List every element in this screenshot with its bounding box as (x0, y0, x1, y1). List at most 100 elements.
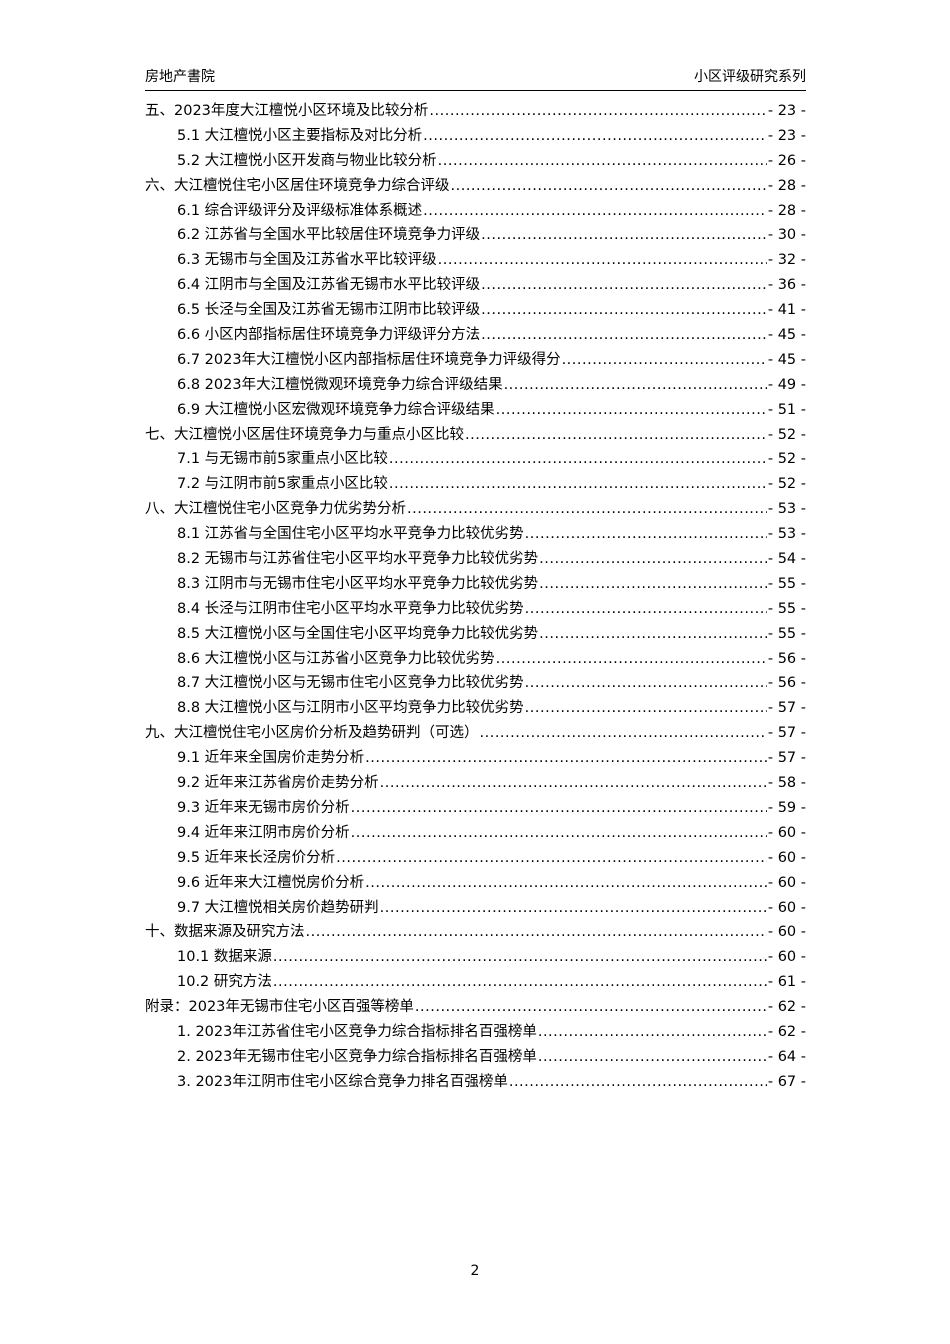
toc-entry[interactable]: 6.7 2023年大江檀悦小区内部指标居住环境竞争力评级得分 - 45 - (145, 348, 806, 373)
toc-entry[interactable]: 6.5 长泾与全国及江苏省无锡市江阴市比较评级 - 41 - (145, 298, 806, 323)
toc-entry[interactable]: 8.3 江阴市与无锡市住宅小区平均水平竞争力比较优劣势 - 55 - (145, 572, 806, 597)
toc-entry-page: - 45 - (767, 327, 806, 344)
toc-entry-title: 9.4 近年来江阴市房价分析 (177, 824, 350, 841)
dot-leader (562, 348, 767, 373)
toc-entry-page: - 52 - (767, 451, 806, 468)
toc-entry-title: 8.3 江阴市与无锡市住宅小区平均水平竞争力比较优劣势 (177, 575, 539, 592)
toc-entry[interactable]: 五、2023年度大江檀悦小区环境及比较分析 - 23 - (145, 99, 806, 124)
toc-entry-title: 七、大江檀悦小区居住环境竞争力与重点小区比较 (145, 426, 464, 443)
toc-entry-title: 6.8 2023年大江檀悦微观环境竞争力综合评级结果 (177, 376, 503, 393)
dot-leader (525, 696, 767, 721)
dot-leader (306, 920, 767, 945)
toc-entry-page: - 36 - (767, 277, 806, 294)
toc-entry[interactable]: 八、大江檀悦住宅小区竞争力优劣势分析 - 53 - (145, 497, 806, 522)
toc-entry-page: - 23 - (767, 103, 806, 119)
dot-leader (525, 671, 767, 696)
toc-entry-title: 六、大江檀悦住宅小区居住环境竞争力综合评级 (145, 177, 450, 194)
dot-leader (481, 223, 767, 248)
toc-entry[interactable]: 9.7 大江檀悦相关房价趋势研判 - 60 - (145, 896, 806, 921)
dot-leader (273, 970, 767, 995)
toc-entry-page: - 49 - (767, 376, 806, 393)
toc-entry-page: - 55 - (767, 575, 806, 592)
toc-entry[interactable]: 5.2 大江檀悦小区开发商与物业比较分析 - 26 - (145, 149, 806, 174)
header-left: 房地产書院 (145, 69, 215, 85)
toc-entry[interactable]: 七、大江檀悦小区居住环境竞争力与重点小区比较 - 52 - (145, 423, 806, 448)
toc-entry[interactable]: 8.7 大江檀悦小区与无锡市住宅小区竞争力比较优劣势 - 56 - (145, 671, 806, 696)
toc-entry-title: 9.7 大江檀悦相关房价趋势研判 (177, 899, 379, 916)
toc-entry-title: 十、数据来源及研究方法 (145, 924, 305, 941)
dot-leader (496, 398, 767, 423)
toc-entry-page: - 64 - (767, 1048, 806, 1065)
toc-entry[interactable]: 7.1 与无锡市前5家重点小区比较 - 52 - (145, 447, 806, 472)
toc-entry-title: 6.5 长泾与全国及江苏省无锡市江阴市比较评级 (177, 302, 481, 319)
dot-leader (538, 1020, 767, 1045)
toc-entry-title: 5.2 大江檀悦小区开发商与物业比较分析 (177, 152, 437, 169)
toc-entry-title: 1. 2023年江苏省住宅小区竞争力综合指标排名百强榜单 (177, 1023, 537, 1040)
toc-entry-page: - 60 - (767, 924, 806, 941)
dot-leader (525, 597, 767, 622)
toc-entry-page: - 58 - (767, 775, 806, 792)
toc-entry[interactable]: 3. 2023年江阴市住宅小区综合竞争力排名百强榜单 - 67 - (145, 1070, 806, 1095)
toc-entry[interactable]: 9.2 近年来江苏省房价走势分析 - 58 - (145, 771, 806, 796)
toc-entry-page: - 45 - (767, 351, 806, 368)
toc-entry-title: 6.4 江阴市与全国及江苏省无锡市水平比较评级 (177, 277, 481, 294)
toc-entry[interactable]: 九、大江檀悦住宅小区房价分析及趋势研判（可选） - 57 - (145, 721, 806, 746)
dot-leader (380, 896, 767, 921)
toc-entry[interactable]: 1. 2023年江苏省住宅小区竞争力综合指标排名百强榜单 - 62 - (145, 1020, 806, 1045)
dot-leader (539, 572, 767, 597)
toc-entry[interactable]: 6.2 江苏省与全国水平比较居住环境竞争力评级 - 30 - (145, 223, 806, 248)
toc-entry[interactable]: 十、数据来源及研究方法 - 60 - (145, 920, 806, 945)
toc-entry-title: 2. 2023年无锡市住宅小区竞争力综合指标排名百强榜单 (177, 1048, 537, 1065)
toc-entry[interactable]: 9.3 近年来无锡市房价分析 - 59 - (145, 796, 806, 821)
toc-entry-page: - 52 - (767, 476, 806, 493)
toc-entry[interactable]: 6.3 无锡市与全国及江苏省水平比较评级 - 32 - (145, 248, 806, 273)
dot-leader (538, 1045, 767, 1070)
toc-entry-page: - 28 - (767, 202, 806, 219)
dot-leader (351, 796, 767, 821)
toc-entry[interactable]: 8.6 大江檀悦小区与江苏省小区竞争力比较优劣势 - 56 - (145, 647, 806, 672)
toc-entry-title: 8.1 江苏省与全国住宅小区平均水平竞争力比较优劣势 (177, 526, 524, 543)
toc-entry-page: - 55 - (767, 600, 806, 617)
toc-entry-title: 9.3 近年来无锡市房价分析 (177, 799, 350, 816)
toc-entry[interactable]: 9.5 近年来长泾房价分析 - 60 - (145, 846, 806, 871)
toc-entry-title: 6.7 2023年大江檀悦小区内部指标居住环境竞争力评级得分 (177, 351, 561, 368)
toc-entry[interactable]: 9.4 近年来江阴市房价分析 - 60 - (145, 821, 806, 846)
toc-entry[interactable]: 8.5 大江檀悦小区与全国住宅小区平均竞争力比较优劣势 - 55 - (145, 622, 806, 647)
toc-entry-page: - 28 - (767, 177, 806, 194)
toc-entry-page: - 60 - (767, 899, 806, 916)
toc-entry-page: - 30 - (767, 227, 806, 244)
toc-entry[interactable]: 2. 2023年无锡市住宅小区竞争力综合指标排名百强榜单 - 64 - (145, 1045, 806, 1070)
toc-entry[interactable]: 6.8 2023年大江檀悦微观环境竞争力综合评级结果 - 49 - (145, 373, 806, 398)
toc-entry-page: - 51 - (767, 401, 806, 418)
toc-entry[interactable]: 7.2 与江阴市前5家重点小区比较 - 52 - (145, 472, 806, 497)
toc-entry-page: - 60 - (767, 849, 806, 866)
toc-entry[interactable]: 6.1 综合评级评分及评级标准体系概述 - 28 - (145, 199, 806, 224)
toc-entry-title: 9.5 近年来长泾房价分析 (177, 849, 336, 866)
toc-entry-title: 6.2 江苏省与全国水平比较居住环境竞争力评级 (177, 227, 481, 244)
toc-entry-page: - 57 - (767, 700, 806, 717)
toc-entry-title: 10.1 数据来源 (177, 949, 272, 966)
toc-entry[interactable]: 六、大江檀悦住宅小区居住环境竞争力综合评级 - 28 - (145, 174, 806, 199)
toc-entry[interactable]: 6.6 小区内部指标居住环境竞争力评级评分方法 - 45 - (145, 323, 806, 348)
toc-entry[interactable]: 5.1 大江檀悦小区主要指标及对比分析 - 23 - (145, 124, 806, 149)
toc-entry[interactable]: 10.2 研究方法 - 61 - (145, 970, 806, 995)
toc-entry[interactable]: 9.6 近年来大江檀悦房价分析 - 60 - (145, 871, 806, 896)
toc-entry-title: 8.6 大江檀悦小区与江苏省小区竞争力比较优劣势 (177, 650, 495, 667)
toc-entry-title: 6.1 综合评级评分及评级标准体系概述 (177, 202, 423, 219)
toc-entry[interactable]: 6.4 江阴市与全国及江苏省无锡市水平比较评级 - 36 - (145, 273, 806, 298)
toc-entry-page: - 54 - (767, 551, 806, 568)
toc-entry[interactable]: 附录：2023年无锡市住宅小区百强等榜单 - 62 - (145, 995, 806, 1020)
toc-entry-page: - 61 - (767, 974, 806, 991)
toc-entry[interactable]: 9.1 近年来全国房价走势分析 - 57 - (145, 746, 806, 771)
toc-entry-page: - 62 - (767, 999, 806, 1016)
toc-entry[interactable]: 10.1 数据来源 - 60 - (145, 945, 806, 970)
toc-entry[interactable]: 8.8 大江檀悦小区与江阴市小区平均竞争力比较优劣势 - 57 - (145, 696, 806, 721)
toc-entry[interactable]: 8.2 无锡市与江苏省住宅小区平均水平竞争力比较优劣势 - 54 - (145, 547, 806, 572)
toc-entry[interactable]: 6.9 大江檀悦小区宏微观环境竞争力综合评级结果 - 51 - (145, 398, 806, 423)
toc-entry-title: 7.2 与江阴市前5家重点小区比较 (177, 476, 388, 493)
toc-entry-title: 8.8 大江檀悦小区与江阴市小区平均竞争力比较优劣势 (177, 700, 524, 717)
toc-entry[interactable]: 8.4 长泾与江阴市住宅小区平均水平竞争力比较优劣势 - 55 - (145, 597, 806, 622)
toc-entry[interactable]: 8.1 江苏省与全国住宅小区平均水平竞争力比较优劣势 - 53 - (145, 522, 806, 547)
dot-leader (496, 647, 767, 672)
toc-entry-page: - 53 - (767, 526, 806, 543)
